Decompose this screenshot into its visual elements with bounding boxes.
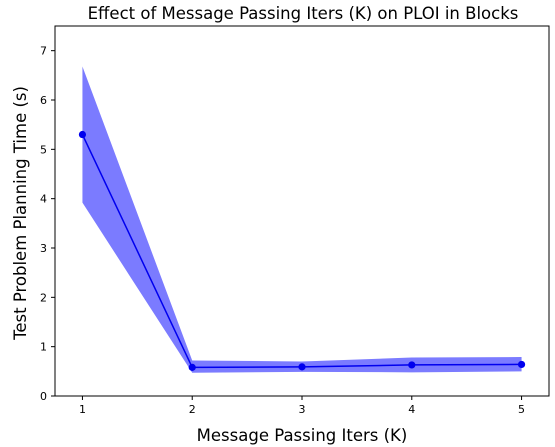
- y-tick-label: 7: [40, 45, 47, 58]
- series-0-band: [82, 66, 522, 373]
- x-tick-label: 5: [518, 403, 525, 416]
- y-tick-label: 5: [40, 143, 47, 156]
- y-tick-label: 3: [40, 242, 47, 255]
- chart-title: Effect of Message Passing Iters (K) on P…: [88, 4, 519, 23]
- data-point: [517, 360, 526, 369]
- x-axis-label: Message Passing Iters (K): [197, 426, 408, 445]
- x-tick-label: 4: [408, 403, 415, 416]
- y-tick-label: 1: [40, 341, 47, 354]
- data-point: [188, 363, 196, 371]
- y-tick-label: 4: [40, 193, 47, 206]
- y-axis-label: Test Problem Planning Time (s): [11, 86, 30, 341]
- data-marks: [78, 66, 526, 373]
- data-point: [298, 363, 306, 371]
- x-tick-label: 3: [299, 403, 306, 416]
- x-tick-label: 1: [79, 403, 86, 416]
- y-tick-label: 0: [40, 390, 47, 403]
- data-point: [78, 130, 87, 139]
- axis-ticks: 1 2 3 4 5 0 1 2 3 4 5 6 7: [40, 45, 525, 416]
- y-tick-label: 2: [40, 291, 47, 304]
- x-tick-label: 2: [189, 403, 196, 416]
- plot-frame: [54, 25, 550, 397]
- data-point: [408, 361, 416, 369]
- y-tick-label: 6: [40, 94, 47, 107]
